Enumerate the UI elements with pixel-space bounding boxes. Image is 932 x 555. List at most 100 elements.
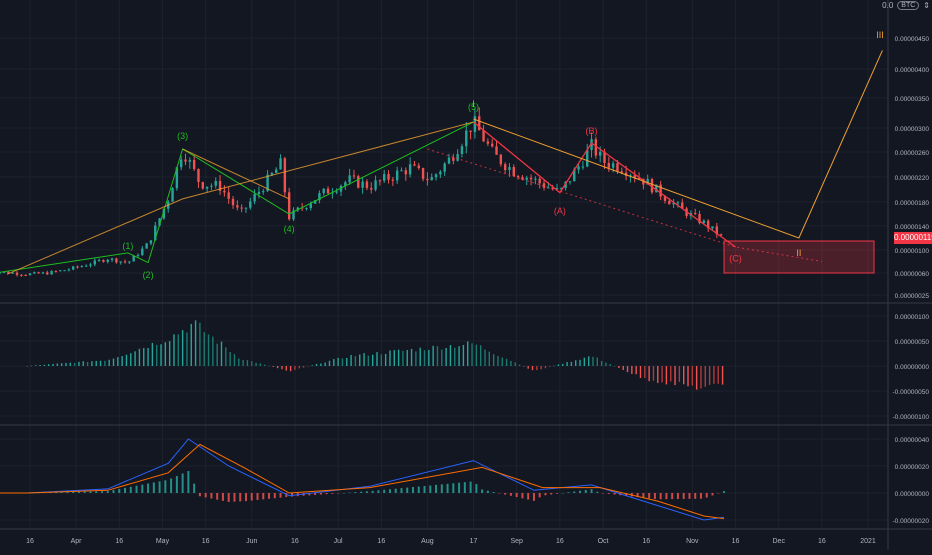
scale-value: 0.0	[882, 1, 894, 10]
currency-badge[interactable]: BTC	[897, 1, 920, 10]
oscillator-tick-label: -0.00000050	[892, 389, 929, 396]
oscillator-bar	[285, 366, 287, 371]
time-tick-label: 16	[202, 538, 210, 545]
candle-body	[378, 180, 382, 182]
oscillator-bar	[238, 358, 240, 366]
macd-tick-label: -0.00000020	[892, 518, 929, 525]
oscillator-bar	[363, 353, 365, 366]
price-tick-label: 0.00000060	[895, 271, 930, 278]
macd-bar	[699, 493, 702, 499]
candle-body	[158, 218, 161, 226]
oscillator-bar	[177, 334, 180, 366]
wave-label: (B)	[586, 126, 598, 136]
candle-body	[231, 198, 235, 206]
macd-bar	[354, 492, 357, 493]
oscillator-bar	[622, 366, 624, 371]
oscillator-bar	[536, 366, 538, 371]
candle-body	[391, 179, 395, 181]
time-tick-label: 16	[818, 538, 826, 545]
candle-body	[581, 166, 585, 168]
macd-bar	[54, 492, 57, 493]
time-tick-label: 16	[732, 538, 740, 545]
oscillator-bar	[449, 345, 452, 366]
candle-body	[573, 169, 576, 182]
oscillator-bar	[30, 365, 33, 367]
candle-body	[344, 182, 347, 186]
oscillator-bar	[441, 349, 443, 366]
candle-body	[24, 274, 27, 276]
oscillator-bar	[384, 353, 387, 366]
macd-bar	[175, 476, 178, 493]
macd-bar	[711, 493, 714, 496]
candle-body	[473, 116, 477, 132]
candle-body	[413, 164, 416, 166]
macd-bar	[273, 493, 276, 499]
candle-body	[102, 260, 105, 262]
oscillator-bar	[289, 366, 292, 372]
oscillator-bar	[190, 323, 192, 366]
oscillator-bar	[233, 354, 236, 366]
macd-bar	[458, 482, 461, 493]
oscillator-bar	[639, 366, 642, 379]
macd-bar	[440, 484, 443, 493]
price-tick-label: 0.00000350	[895, 96, 930, 103]
macd-bar	[400, 488, 403, 493]
oscillator-bar	[117, 357, 119, 366]
oscillator-bar	[514, 362, 516, 366]
target-zone	[723, 240, 875, 274]
arrow-icon[interactable]: ⇕	[923, 1, 930, 10]
candle-body	[287, 192, 291, 220]
oscillator-bar	[324, 362, 326, 366]
oscillator-bar	[436, 346, 439, 366]
price-axis: 0.00000450 0.00000400 0.00000350 0.00000300…	[895, 36, 930, 300]
oscillator-bar	[635, 366, 637, 375]
oscillator-bar	[311, 365, 313, 366]
macd-bar	[648, 493, 651, 499]
oscillator-bar	[112, 358, 115, 366]
candle-body	[192, 159, 196, 170]
candle-body	[59, 270, 62, 272]
oscillator-bar	[281, 366, 283, 370]
oscillator-bar	[562, 363, 564, 366]
candle-body	[71, 266, 75, 270]
oscillator-bar	[160, 344, 162, 366]
candle-body	[149, 240, 153, 244]
candle-body	[214, 180, 217, 186]
candle-body	[516, 176, 520, 178]
candle-body	[348, 175, 351, 183]
oscillator-bar	[121, 355, 123, 366]
oscillator-bar	[523, 366, 525, 367]
oscillator-bar	[510, 360, 512, 366]
time-tick-label: 2021	[860, 538, 876, 545]
macd-bar	[112, 490, 115, 493]
channel-line-lower	[6, 121, 474, 275]
oscillator-bar	[600, 360, 603, 366]
oscillator-axis: 0.00000100 0.00000050 0.00000000 -0.0000005…	[892, 314, 929, 421]
oscillator-bar	[320, 363, 322, 366]
candle-body	[2, 271, 6, 273]
oscillator-bar	[393, 350, 395, 366]
macd-bar	[239, 493, 242, 502]
macd-axis: 0.00000040 0.00000020 0.00000000 -0.0000002…	[892, 437, 929, 525]
oscillator-bar	[212, 336, 214, 366]
macd-bar	[198, 493, 201, 497]
oscillator-bar	[242, 359, 244, 366]
oscillator-bar	[704, 366, 706, 387]
oscillator-bar	[432, 345, 434, 366]
candle-body	[400, 170, 403, 172]
macd-bar	[521, 493, 524, 499]
candle-body	[175, 167, 179, 189]
oscillator-bar	[337, 357, 339, 366]
oscillator-bar	[527, 366, 529, 369]
candle-body	[136, 255, 140, 257]
candle-body	[374, 180, 377, 190]
price-tick-label: 0.00000100	[895, 248, 930, 255]
oscillator-bar	[73, 362, 76, 366]
candle-body	[611, 163, 615, 168]
candle-body	[93, 260, 96, 265]
candle-body	[633, 175, 636, 179]
oscillator-bar	[415, 351, 417, 366]
candle-body	[145, 243, 148, 249]
